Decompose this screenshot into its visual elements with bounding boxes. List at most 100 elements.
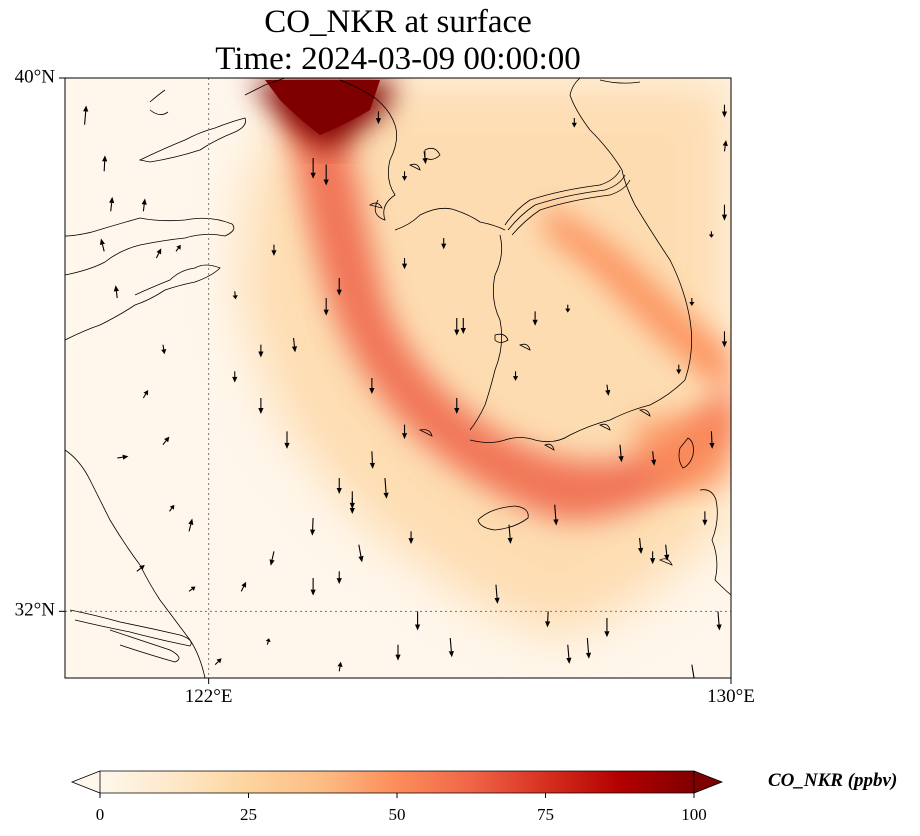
wind-arrow (422, 151, 428, 165)
tick-label-lon-122: 122°E (185, 686, 233, 707)
tick-label-lon-130: 130°E (707, 686, 755, 707)
wind-arrow (136, 564, 145, 572)
coast-hwanghae (394, 207, 506, 231)
wind-arrow (721, 204, 728, 221)
wind-arrow (638, 537, 644, 554)
wind-arrow (585, 637, 592, 659)
wind-arrow (291, 337, 298, 353)
wind-arrow (375, 111, 382, 125)
wind-arrow (454, 318, 460, 336)
wind-arrow (214, 658, 222, 666)
wind-arrow (188, 518, 194, 532)
field-plume-fringe (630, 400, 731, 490)
coast-korea-east (621, 169, 693, 381)
wind-arrow (721, 331, 728, 348)
wind-arrow (604, 618, 610, 638)
wind-arrow (349, 498, 355, 514)
wind-arrow (117, 454, 129, 460)
wind-arrow (323, 164, 329, 186)
coast-shandong-south (65, 264, 221, 341)
wind-arrow (83, 105, 89, 125)
wind-arrow (512, 371, 519, 381)
wind-arrow (323, 298, 329, 316)
wind-arrow (336, 478, 342, 494)
wind-arrow (664, 544, 670, 561)
wind-arrow (532, 311, 538, 326)
colorbar-label: CO_NKR (ppbv) (768, 770, 898, 791)
wind-arrow (702, 511, 708, 526)
wind-arrow (716, 611, 722, 631)
colorbar-tick-label-50: 50 (389, 805, 406, 824)
wind-arrow (605, 384, 611, 396)
wind-arrow (369, 451, 376, 469)
coast-yangtze-south (109, 629, 180, 663)
wind-arrow (271, 244, 277, 256)
colorbar-tick-label-25: 25 (240, 805, 257, 824)
wind-arrow (676, 364, 682, 375)
dmz-line-2 (507, 174, 626, 231)
wind-arrow (99, 238, 105, 252)
wind-arrow (566, 644, 572, 664)
wind-arrow (232, 371, 238, 383)
coast-jeju (477, 505, 529, 531)
wind-arrow (142, 390, 149, 399)
dmz-line-1 (504, 169, 621, 226)
wind-arrow (369, 378, 375, 394)
coast-shandong-north (65, 217, 235, 276)
wind-arrow (155, 248, 162, 259)
wind-arrow (395, 644, 401, 661)
coast-north-korea-east (569, 78, 623, 171)
wind-arrow (337, 661, 343, 672)
wind-arrow (651, 451, 657, 466)
colorbar-tick-label-100: 100 (681, 805, 707, 824)
gridlines (65, 78, 731, 678)
map-subtitle-time: Time: 2024-03-09 00:00:00 (215, 41, 581, 77)
wind-arrow (258, 344, 264, 358)
wind-arrow (545, 611, 551, 628)
wind-arrow (169, 504, 175, 512)
wind-arrow (336, 571, 342, 585)
wind-arrow (709, 431, 715, 449)
colorbar-tick-label-75: 75 (537, 805, 554, 824)
colorbar-extend-high (693, 770, 724, 794)
tick-label-lat-32: 32°N (15, 600, 56, 621)
colorbar-ticks: 0 25 50 75 100 (96, 793, 707, 824)
colorbar-tick-label-0: 0 (96, 805, 105, 824)
colorbar-body (100, 771, 694, 793)
wind-arrow (336, 278, 342, 296)
wind-arrow (258, 398, 264, 414)
map-frame (64, 77, 732, 679)
wind-arrow (441, 238, 447, 250)
coast-liaoning-west (244, 78, 286, 96)
colorbar-extend-low (70, 770, 101, 794)
wind-arrow (401, 424, 408, 440)
map-title: CO_NKR at surface (264, 4, 532, 40)
wind-arrow (571, 118, 577, 128)
wind-arrow (618, 444, 624, 463)
wind-arrow (708, 231, 715, 238)
wind-arrow (109, 196, 115, 212)
wind-arrow (689, 298, 695, 306)
wind-arrow (565, 304, 571, 313)
wind-arrow (448, 637, 454, 658)
wind-arrow (310, 158, 316, 179)
wind-arrow (507, 524, 513, 544)
wind-arrow (494, 584, 500, 604)
wind-arrow (460, 318, 466, 334)
wind-vectors (83, 104, 728, 678)
wind-arrow (358, 544, 364, 563)
wind-arrow (721, 104, 728, 118)
wind-arrow (650, 551, 656, 565)
wind-arrow (265, 638, 271, 645)
wind-arrow (401, 171, 408, 181)
tick-label-lat-40: 40°N (15, 66, 56, 87)
wind-arrow (408, 531, 414, 545)
wind-arrow (161, 344, 167, 355)
coast-liaodong (138, 117, 246, 163)
wind-arrow (284, 431, 290, 449)
coast-korea-south (469, 379, 686, 443)
field-plume-band (285, 95, 731, 521)
coastlines (65, 78, 731, 678)
coast-korea-west (469, 234, 503, 431)
